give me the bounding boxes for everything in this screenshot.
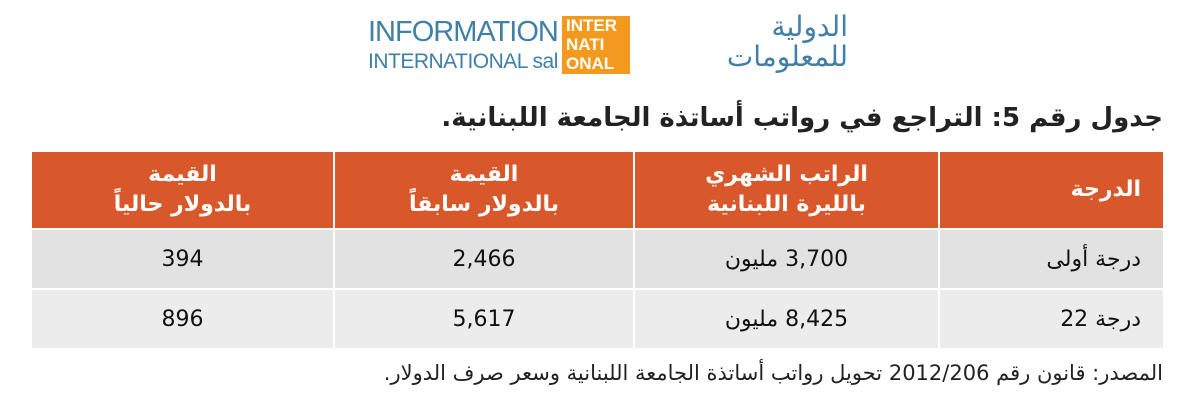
header-text: بالدولار حالياً <box>113 192 252 217</box>
table-cell: 2,466 <box>335 230 633 288</box>
header-cell: القيمة بالدولار سابقاً <box>335 152 633 228</box>
logo-arabic: للمعلومات <box>726 40 848 73</box>
table-cell: 5,617 <box>335 290 633 348</box>
table-cell: 3,700 مليون <box>635 230 938 288</box>
logo-arabic: الدولية <box>771 10 848 43</box>
header-cell: الدرجة <box>940 152 1163 228</box>
table: الدرجة الراتب الشهري بالليرة اللبنانية القي… <box>32 152 1163 348</box>
header-cell: الراتب الشهري بالليرة اللبنانية <box>635 152 938 228</box>
logo-mark-text: INTER <box>566 16 617 35</box>
logo-text: INFORMATION <box>368 16 559 48</box>
logo-text: INTERNATIONAL sal <box>368 50 558 73</box>
table-cell: درجة 22 <box>940 290 1163 348</box>
logo-mark-text: NATI <box>566 35 605 54</box>
table-cell: 896 <box>32 290 333 348</box>
table-cell: 394 <box>32 230 333 288</box>
header-text: القيمة <box>148 162 217 187</box>
table-cell: 8,425 مليون <box>635 290 938 348</box>
header-text: بالليرة اللبنانية <box>707 192 866 217</box>
source: المصدر: قانون رقم 2012/206 تحويل رواتب أ… <box>383 361 1163 385</box>
header-text: القيمة <box>449 162 519 187</box>
title: جدول رقم 5: التراجع في رواتب أساتذة الجا… <box>441 103 1163 133</box>
header-cell: القيمة بالدولار حالياً <box>32 152 333 228</box>
table-cell: درجة أولى <box>940 230 1163 288</box>
logo-mark-text: ONAL <box>566 54 615 73</box>
logo-mark: INTER NATI ONAL <box>562 16 630 74</box>
header-text: الراتب الشهري <box>705 162 868 187</box>
header-text: الدرجة <box>1070 177 1141 202</box>
header-text: بالدولار سابقاً <box>408 192 560 217</box>
logo: INFORMATION INTERNATIONAL sal INTER NATI… <box>368 10 848 76</box>
